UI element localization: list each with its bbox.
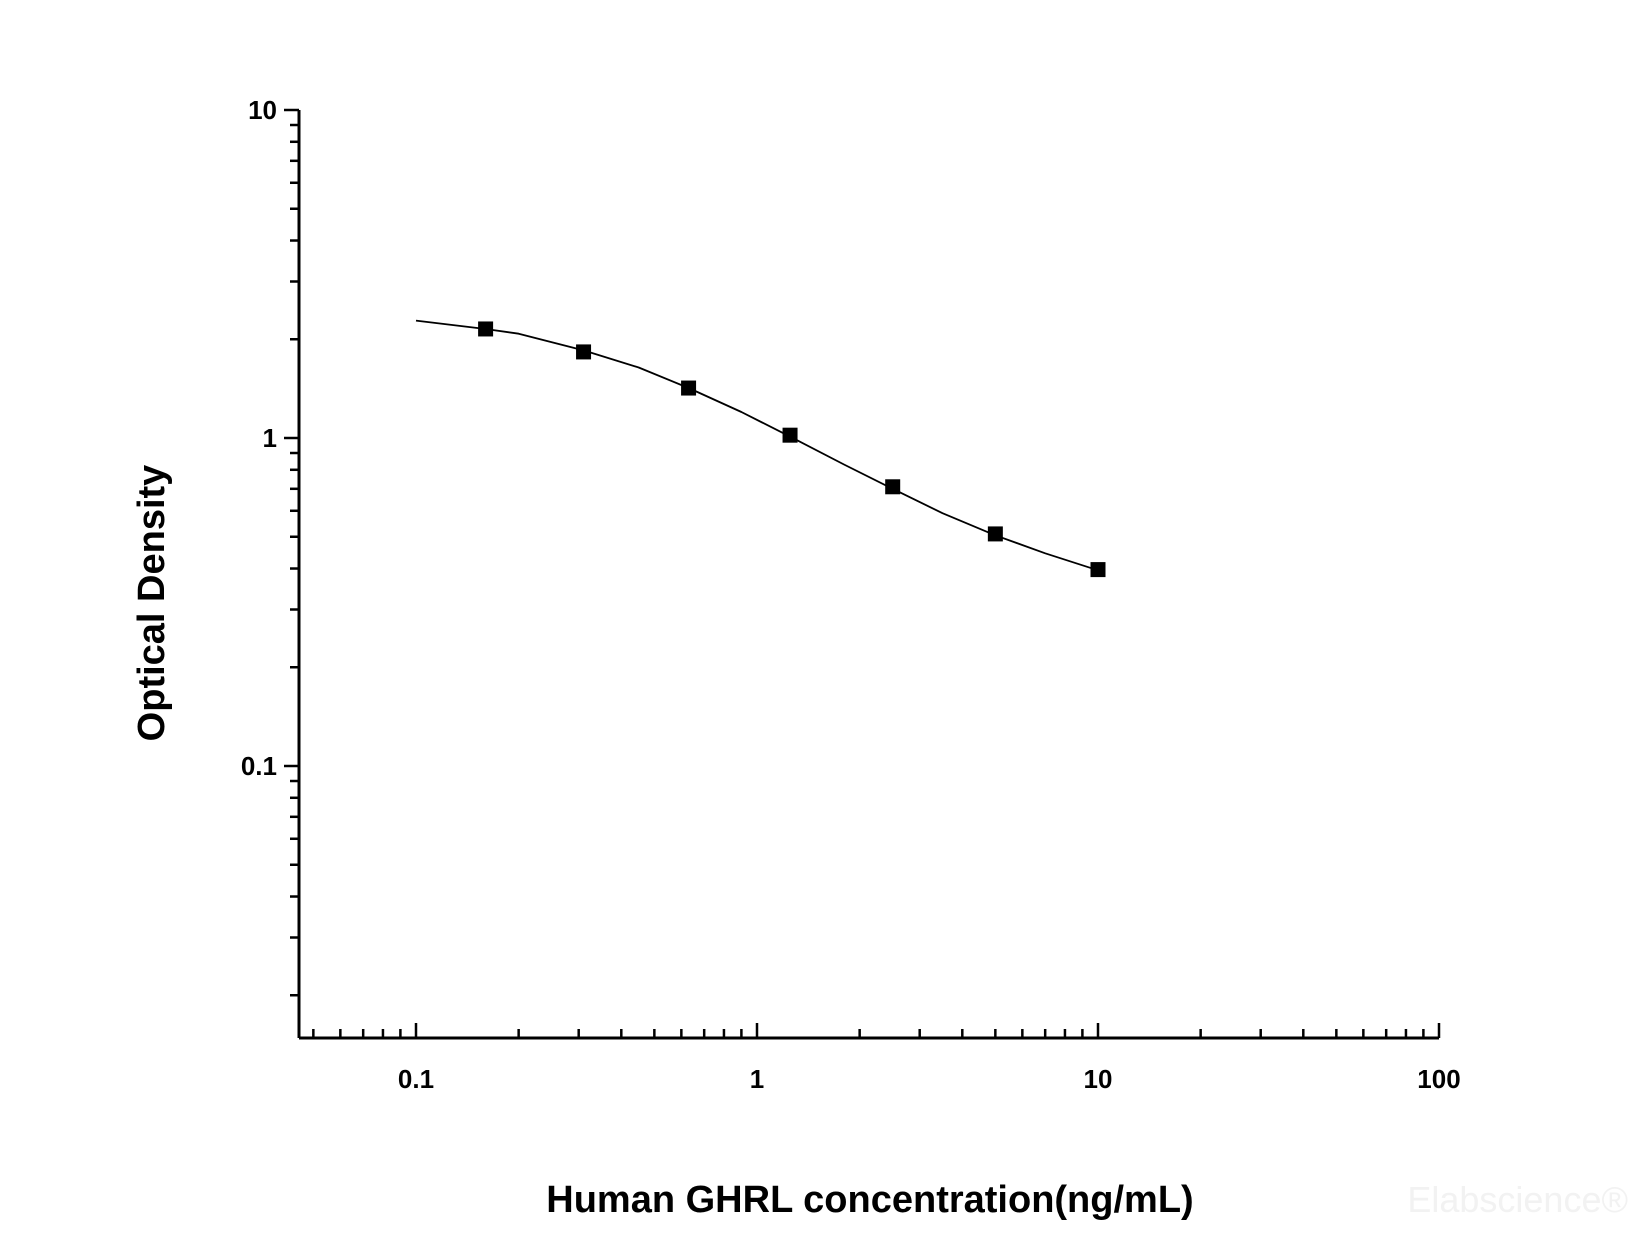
data-point bbox=[681, 380, 697, 396]
data-point bbox=[987, 526, 1003, 542]
x-axis-title: Human GHRL concentration(ng/mL) bbox=[546, 1179, 1193, 1221]
fit-curve-group bbox=[415, 319, 1099, 572]
y-tick-label: 0.1 bbox=[241, 751, 277, 781]
x-tick-label: 10 bbox=[1084, 1064, 1113, 1094]
data-point bbox=[782, 427, 798, 443]
data-points bbox=[478, 321, 1106, 578]
ticks: 0.1 1 10 100 0.1 1 10 bbox=[241, 95, 1461, 1094]
y-tick-label: 1 bbox=[263, 423, 277, 453]
y-tick-label: 10 bbox=[248, 95, 277, 125]
y-axis-title: Optical Density bbox=[131, 465, 173, 742]
x-tick-label: 100 bbox=[1417, 1064, 1460, 1094]
x-tick-label: 0.1 bbox=[398, 1064, 434, 1094]
x-tick-label: 1 bbox=[750, 1064, 764, 1094]
data-point bbox=[885, 479, 901, 495]
axes bbox=[297, 110, 1439, 1040]
data-point bbox=[576, 344, 592, 360]
data-point bbox=[1090, 562, 1106, 578]
watermark: Elabscience® bbox=[1407, 1179, 1628, 1220]
data-point bbox=[478, 321, 494, 337]
fit-curve bbox=[415, 319, 1099, 572]
